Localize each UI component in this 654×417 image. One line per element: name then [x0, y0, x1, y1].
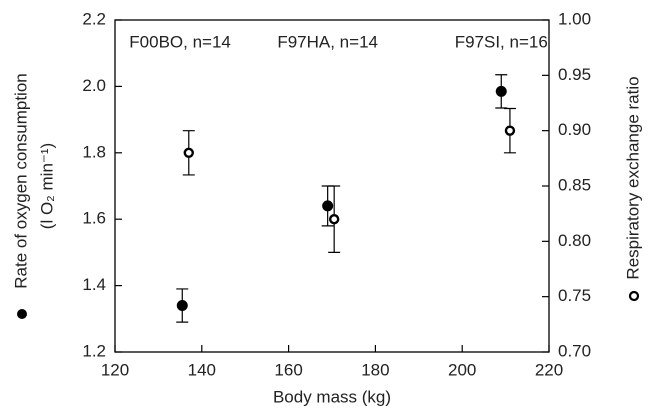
- y-tick-label: 1.8: [82, 142, 106, 161]
- x-tick-label: 140: [188, 360, 216, 379]
- y-axis-label-group: Rate of oxygen consumption: [11, 73, 30, 319]
- x-tick-label: 200: [448, 360, 476, 379]
- legend-marker: [17, 309, 27, 319]
- data-point: [504, 125, 516, 136]
- y2-axis-label-group: Respiratory exchange ratio: [623, 76, 642, 302]
- y2-tick-label: 0.70: [558, 341, 591, 360]
- y-axis-label: Rate of oxygen consumption: [11, 73, 30, 288]
- y2-tick-label: 1.00: [558, 9, 591, 28]
- y2-axis-label: Respiratory exchange ratio: [623, 76, 642, 279]
- data-point: [328, 213, 340, 225]
- legend-marker: [628, 290, 640, 302]
- annotation: F97SI, n=16: [455, 33, 548, 52]
- y-tick-label: 2.2: [82, 9, 106, 28]
- y2-tick-label: 0.85: [558, 175, 591, 194]
- y2-tick-label: 0.75: [558, 286, 591, 305]
- y-tick-label: 1.4: [82, 275, 106, 294]
- x-axis-label: Body mass (kg): [273, 387, 391, 406]
- y-axis-label-unit: (l O₂ min⁻¹): [37, 143, 56, 229]
- x-tick-label: 180: [361, 360, 389, 379]
- annotation: F97HA, n=14: [277, 33, 378, 52]
- y2-tick-label: 0.95: [558, 65, 591, 84]
- x-tick-label: 120: [101, 360, 129, 379]
- y-tick-label: 1.2: [82, 341, 106, 360]
- x-tick-label: 220: [535, 360, 563, 379]
- data-point: [183, 147, 194, 159]
- data-point: [322, 200, 334, 212]
- y2-tick-label: 0.80: [558, 231, 591, 250]
- x-tick-label: 160: [274, 360, 302, 379]
- annotation: F00BO, n=14: [129, 33, 231, 52]
- data-point: [176, 300, 188, 312]
- y-tick-label: 2.0: [82, 76, 106, 95]
- y-tick-label: 1.6: [82, 209, 106, 228]
- y2-tick-label: 0.90: [558, 120, 591, 139]
- data-point: [495, 85, 507, 97]
